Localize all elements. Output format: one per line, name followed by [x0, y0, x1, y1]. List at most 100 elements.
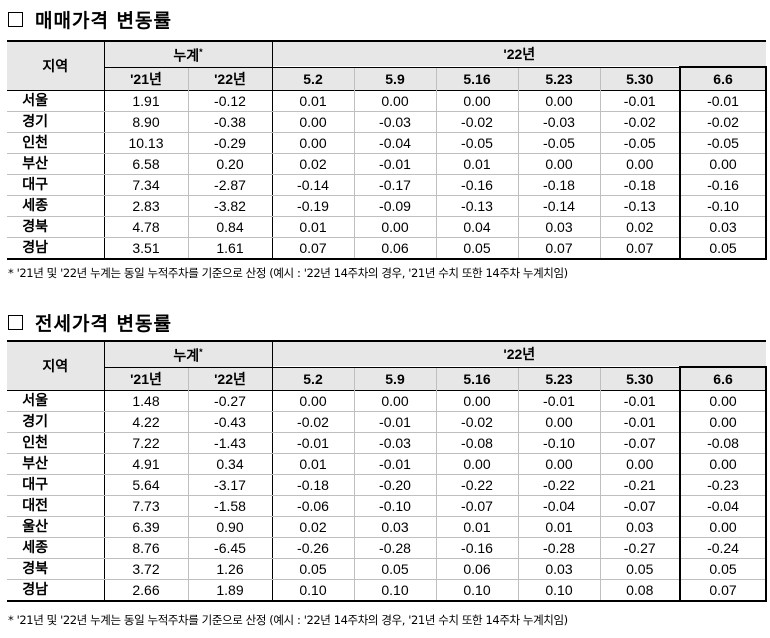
value-cell: -0.08 — [435, 432, 518, 455]
year-header: '22년 — [271, 341, 767, 368]
value-cell: 5.64 — [103, 474, 188, 497]
value-cell: 0.90 — [187, 516, 272, 539]
value-cell: 0.10 — [435, 579, 518, 603]
value-cell: 0.00 — [435, 453, 518, 476]
value-cell: 0.05 — [678, 237, 768, 261]
table-row: 인천 10.13 -0.29 0.00 -0.04 -0.05 -0.05 -0.05 -0.0… — [7, 132, 768, 155]
value-cell: 3.51 — [103, 237, 188, 261]
value-cell: 0.02 — [271, 516, 354, 539]
region-header: 지역 — [7, 41, 104, 92]
value-cell: 0.01 — [435, 516, 518, 539]
subheader-row: '21년 '22년 5.2 5.9 5.16 5.23 5.30 6.6 — [7, 366, 768, 391]
week-header: 6.6 — [678, 366, 768, 391]
table-row: 울산 6.39 0.90 0.02 0.03 0.01 0.01 0.03 0.00 — [7, 516, 768, 539]
value-cell: 0.00 — [435, 390, 518, 413]
value-cell: -0.14 — [517, 195, 600, 218]
value-cell: -0.10 — [678, 195, 768, 218]
table-row: 경기 4.22 -0.43 -0.02 -0.01 -0.02 0.00 -0.01 0.00 — [7, 411, 768, 434]
region-cell: 대전 — [7, 495, 104, 518]
value-cell: 10.13 — [103, 132, 188, 155]
value-cell: 0.02 — [271, 153, 354, 176]
checkbox-square-icon — [8, 12, 23, 27]
value-cell: 1.91 — [103, 90, 188, 113]
value-cell: 0.10 — [517, 579, 600, 603]
value-cell: 8.90 — [103, 111, 188, 134]
table-row: 대구 7.34 -2.87 -0.14 -0.17 -0.16 -0.18 -0.18 -0.1… — [7, 174, 768, 197]
sale-title-text: 매매가격 변동률 — [35, 10, 172, 32]
region-cell: 경기 — [7, 111, 104, 134]
value-cell: -0.01 — [353, 411, 436, 434]
value-cell: -0.05 — [517, 132, 600, 155]
value-cell: 0.00 — [353, 216, 436, 239]
value-cell: -1.43 — [187, 432, 272, 455]
region-header: 지역 — [7, 341, 104, 392]
table-row: 세종 8.76 -6.45 -0.26 -0.28 -0.16 -0.28 -0.27 -0.2… — [7, 537, 768, 560]
value-cell: -6.45 — [187, 537, 272, 560]
value-cell: -0.10 — [517, 432, 600, 455]
table-row: 부산 6.58 0.20 0.02 -0.01 0.01 0.00 0.00 0.00 — [7, 153, 768, 176]
table-row: 인천 7.22 -1.43 -0.01 -0.03 -0.08 -0.10 -0.07 -0.0… — [7, 432, 768, 455]
value-cell: 0.01 — [517, 516, 600, 539]
region-cell: 경북 — [7, 216, 104, 239]
value-cell: -0.04 — [678, 495, 768, 518]
region-cell: 부산 — [7, 453, 104, 476]
value-cell: 0.05 — [435, 237, 518, 261]
value-cell: 0.00 — [353, 90, 436, 113]
value-cell: -0.04 — [517, 495, 600, 518]
year-header: '22년 — [271, 41, 767, 68]
value-cell: -0.01 — [599, 411, 680, 434]
cumulative-header: 누계* — [103, 341, 272, 368]
checkbox-square-icon — [8, 315, 23, 330]
value-cell: -0.18 — [599, 174, 680, 197]
value-cell: 7.34 — [103, 174, 188, 197]
value-cell: 0.03 — [678, 216, 768, 239]
subheader-row: '21년 '22년 5.2 5.9 5.16 5.23 5.30 6.6 — [7, 66, 768, 91]
value-cell: 0.03 — [599, 516, 680, 539]
value-cell: 2.66 — [103, 579, 188, 603]
table-row: 경기 8.90 -0.38 0.00 -0.03 -0.02 -0.03 -0.02 -0.02 — [7, 111, 768, 134]
value-cell: 8.76 — [103, 537, 188, 560]
region-cell: 경남 — [7, 579, 104, 603]
value-cell: 0.05 — [599, 558, 680, 581]
value-cell: -0.28 — [353, 537, 436, 560]
value-cell: -0.02 — [599, 111, 680, 134]
value-cell: -0.24 — [678, 537, 768, 560]
region-name: 세종 — [22, 540, 49, 557]
value-cell: 0.02 — [599, 216, 680, 239]
value-cell: 0.01 — [271, 453, 354, 476]
value-cell: 0.00 — [271, 111, 354, 134]
region-name: 서울 — [22, 393, 49, 410]
week-header: 5.2 — [271, 367, 354, 391]
value-cell: -0.05 — [435, 132, 518, 155]
jeonse-section-title: 전세가격 변동률 — [8, 309, 172, 336]
value-cell: -0.43 — [187, 411, 272, 434]
value-cell: -1.58 — [187, 495, 272, 518]
value-cell: -0.16 — [678, 174, 768, 197]
value-cell: 0.00 — [517, 453, 600, 476]
value-cell: 2.83 — [103, 195, 188, 218]
region-cell: 부산 — [7, 153, 104, 176]
value-cell: -0.01 — [599, 390, 680, 413]
value-cell: -0.02 — [271, 411, 354, 434]
value-cell: 0.00 — [271, 390, 354, 413]
region-name: 부산 — [22, 456, 49, 473]
jeonse-title-text: 전세가격 변동률 — [35, 313, 172, 335]
region-name: 대구 — [22, 177, 49, 194]
value-cell: -0.29 — [187, 132, 272, 155]
value-cell: 0.00 — [599, 153, 680, 176]
table-row: 경북 3.72 1.26 0.05 0.05 0.06 0.03 0.05 0.05 — [7, 558, 768, 581]
table-row: 대구 5.64 -3.17 -0.18 -0.20 -0.22 -0.22 -0.21 -0.2… — [7, 474, 768, 497]
region-cell: 경남 — [7, 237, 104, 261]
value-cell: 1.89 — [187, 579, 272, 603]
sale-footnote: * '21년 및 '22년 누계는 동일 누적주차를 기준으로 산정 (예시 :… — [8, 266, 568, 280]
value-cell: -0.04 — [353, 132, 436, 155]
region-cell: 세종 — [7, 195, 104, 218]
value-cell: -0.01 — [353, 453, 436, 476]
week-header: 5.23 — [517, 367, 600, 391]
region-cell: 인천 — [7, 132, 104, 155]
region-name: 경기 — [22, 414, 49, 431]
region-cell: 경기 — [7, 411, 104, 434]
value-cell: 0.00 — [435, 90, 518, 113]
header-row: 지역 누계* '22년 — [7, 41, 767, 92]
value-cell: -0.10 — [353, 495, 436, 518]
